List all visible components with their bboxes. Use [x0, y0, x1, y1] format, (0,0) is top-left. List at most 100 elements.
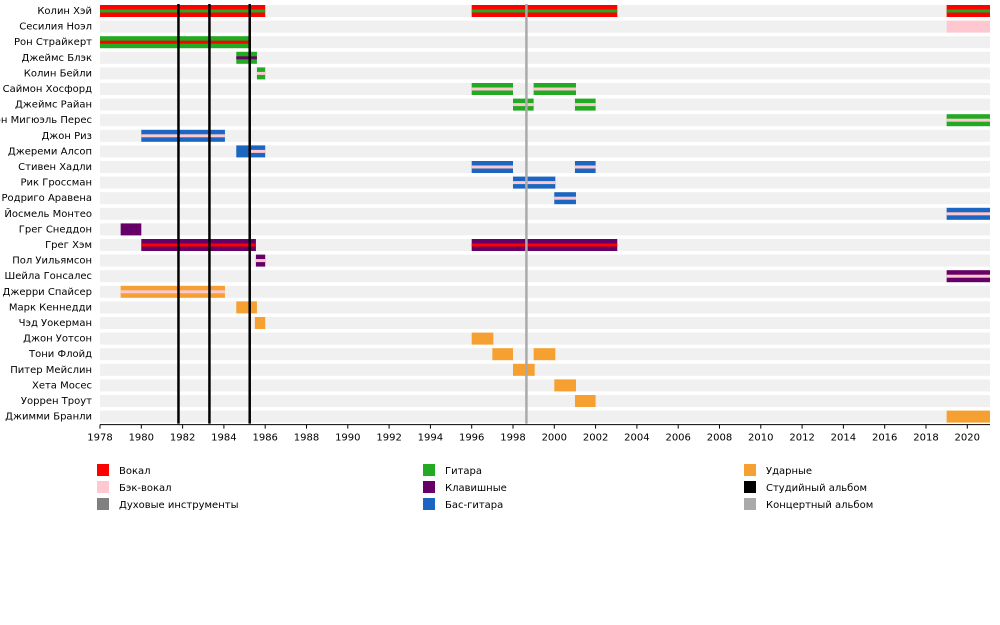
legend-label: Вокал [119, 466, 151, 477]
member-name: Джон Уотсон [23, 334, 92, 345]
x-tick-label: 2004 [624, 433, 649, 444]
member-name: Колин Хэй [37, 6, 92, 17]
legend-label: Духовые инструменты [119, 500, 238, 511]
x-tick-label: 2020 [955, 433, 980, 444]
role-stripe [471, 165, 513, 169]
member-bar [236, 301, 257, 314]
x-tick-label: 1982 [170, 433, 195, 444]
role-stripe [512, 181, 556, 185]
x-tick-label: 1990 [335, 433, 360, 444]
row-background [100, 410, 990, 423]
member-name: Саймон Хосфорд [3, 84, 92, 95]
member-name: Йосмель Монтео [4, 207, 92, 220]
row-background [100, 20, 990, 33]
row-background [100, 51, 990, 64]
role-stripe [141, 134, 225, 138]
row-background [100, 192, 990, 205]
x-tick-label: 2006 [665, 433, 690, 444]
member-name: Джереми Алсоп [8, 146, 92, 157]
row-background [100, 67, 990, 80]
member-bar [236, 145, 251, 158]
member-name: Хета Мосес [32, 380, 92, 391]
member-bar [574, 395, 596, 407]
x-tick-label: 2008 [707, 433, 732, 444]
x-tick-label: 1992 [376, 433, 401, 444]
row-background [100, 301, 990, 314]
row-background [100, 379, 990, 392]
row-background [100, 161, 990, 173]
legend-swatch [423, 498, 435, 510]
legend-label: Клавишные [445, 483, 507, 494]
legend-label: Бэк-вокал [119, 483, 172, 494]
x-tick-label: 1996 [459, 433, 484, 444]
x-tick-label: 2016 [872, 433, 897, 444]
member-name: Рик Гроссман [20, 178, 92, 189]
role-stripe [255, 259, 266, 263]
member-name: Пол Уильямсон [12, 256, 92, 267]
legend-swatch [423, 464, 435, 476]
x-tick-label: 2000 [542, 433, 567, 444]
role-stripe [141, 243, 256, 247]
member-name: Уоррен Троут [21, 396, 92, 407]
row-background [100, 332, 990, 345]
legend-label: Гитара [445, 466, 482, 477]
member-name: Марк Кеннедди [9, 302, 92, 313]
role-stripe [946, 9, 990, 13]
row-background [100, 36, 990, 49]
role-stripe [533, 87, 576, 91]
x-tick-label: 1988 [294, 433, 319, 444]
role-stripe [100, 40, 251, 44]
role-stripe [471, 87, 513, 91]
role-stripe [471, 243, 618, 247]
row-background [100, 254, 990, 267]
row-background [100, 223, 990, 236]
member-name: Родриго Аравена [2, 193, 93, 204]
member-bar [554, 379, 576, 392]
member-name: Питер Мейслин [10, 365, 92, 376]
row-background [100, 145, 990, 158]
row-background [100, 270, 990, 283]
legend-label: Студийный альбом [766, 483, 867, 494]
x-tick-label: 1984 [211, 433, 236, 444]
member-bar [533, 348, 556, 361]
member-name: Рон Страйкерт [14, 37, 92, 48]
x-tick-label: 1978 [87, 433, 112, 444]
member-bar [120, 223, 142, 236]
x-tick-label: 1980 [129, 433, 154, 444]
member-name: Джимми Бранли [5, 412, 92, 423]
role-stripe [100, 9, 266, 13]
role-stripe [946, 212, 990, 216]
row-background [100, 285, 990, 298]
row-background [100, 363, 990, 376]
x-tick-label: 2014 [831, 433, 856, 444]
member-bar [254, 317, 266, 329]
x-tick-label: 1998 [500, 433, 525, 444]
role-stripe [256, 71, 266, 75]
member-name: Грег Снеддон [19, 224, 92, 235]
member-name: Джерри Спайсер [3, 287, 93, 298]
member-name: эн Мигюэль Перес [0, 115, 92, 126]
member-bar [471, 332, 494, 345]
x-tick-label: 2012 [789, 433, 814, 444]
member-bar [946, 410, 990, 423]
x-tick-label: 2010 [748, 433, 773, 444]
legend-label: Ударные [766, 466, 812, 477]
member-bar [946, 20, 990, 33]
role-stripe [512, 103, 534, 107]
legend-swatch [744, 464, 756, 476]
row-background [100, 114, 990, 127]
legend-swatch [744, 481, 756, 493]
legend-swatch [423, 481, 435, 493]
role-stripe [574, 165, 596, 169]
role-stripe [946, 118, 990, 122]
row-background [100, 98, 990, 111]
x-tick-label: 1994 [418, 433, 443, 444]
row-background [100, 207, 990, 220]
member-name: Джеймс Райан [15, 100, 92, 111]
role-stripe [471, 9, 618, 13]
role-stripe [574, 103, 596, 107]
role-stripe [120, 290, 225, 294]
role-stripe [236, 56, 257, 60]
